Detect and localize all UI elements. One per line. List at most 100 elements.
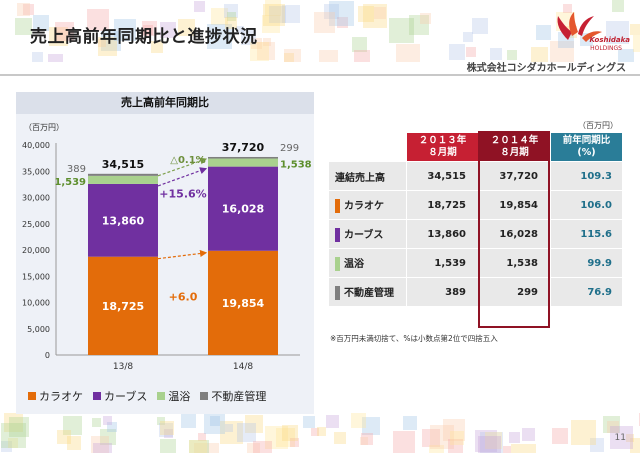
footer-mosaic-decoration (0, 413, 640, 453)
mosaic-tile (262, 15, 280, 33)
bar-segment-realestate (88, 173, 158, 176)
header-divider (0, 74, 640, 76)
table-row: 連結売上高 34,515 37,720 109.3 (328, 161, 623, 191)
page-number: 11 (614, 433, 626, 443)
row-label: 連結売上高 (328, 161, 407, 191)
cell-fy2013: 389 (406, 277, 479, 307)
y-tick-label: 30,000 (22, 194, 50, 203)
cell-fy2014: 19,854 (478, 190, 551, 220)
mosaic-tile (49, 27, 68, 46)
legend-swatch (28, 392, 36, 400)
header-mosaic-decoration (0, 0, 640, 62)
mosaic-tile (8, 438, 18, 448)
legend-swatch (200, 392, 209, 400)
table-row: 不動産管理 389 299 76.9 (328, 277, 623, 307)
mosaic-tile (227, 12, 236, 21)
bar-segment-onsen (88, 175, 158, 184)
mosaic-tile (194, 443, 219, 453)
legend-label: カーブス (104, 390, 148, 403)
mosaic-tile (250, 42, 269, 61)
total-growth-arrow (157, 157, 208, 177)
header-line: ８月期 (500, 147, 529, 158)
mosaic-tile (92, 418, 101, 427)
mosaic-tile (164, 429, 173, 438)
mosaic-tile (33, 15, 49, 31)
mosaic-tile (352, 37, 367, 52)
table-corner (328, 132, 407, 162)
total-label: 34,515 (102, 158, 144, 171)
mosaic-tile (55, 22, 74, 41)
mosaic-tile (143, 25, 153, 35)
mosaic-tile (324, 4, 339, 19)
legend-item-curves: カーブス (93, 388, 147, 404)
mosaic-tile (284, 53, 294, 62)
mosaic-tile (311, 428, 319, 436)
mosaic-tile (48, 54, 63, 62)
mosaic-tile (207, 24, 232, 49)
mosaic-tile (630, 24, 640, 35)
table-row: 温浴 1,539 1,538 99.9 (328, 248, 623, 278)
cell-fy2013-text: 1,539 (434, 257, 466, 269)
row-color-marker (335, 257, 340, 271)
mosaic-tile (507, 50, 517, 60)
bar-segment-karaoke (88, 256, 158, 355)
legend-swatch (157, 392, 166, 400)
bar-segment-curves (208, 166, 278, 251)
row-label-text: カーブス (344, 230, 384, 241)
mosaic-tile (225, 424, 233, 432)
data-label-realestate: 389 (67, 164, 86, 175)
mosaic-tile (337, 17, 348, 28)
mosaic-tile (393, 431, 415, 453)
cell-fy2013: 1,539 (406, 248, 479, 278)
mosaic-tile (618, 49, 634, 62)
mosaic-tile (354, 50, 370, 62)
mosaic-tile (633, 35, 640, 52)
bar-segment-realestate (208, 156, 278, 159)
row-label-text: カラオケ (344, 201, 384, 212)
cell-yoy-text: 109.3 (580, 170, 612, 182)
cell-fy2013: 13,860 (406, 219, 479, 249)
mosaic-tile (409, 15, 429, 35)
mosaic-tile (151, 41, 163, 53)
data-label-onsen: 1,539 (54, 177, 86, 188)
row-label: カーブス (328, 219, 407, 249)
mosaic-tile (478, 436, 501, 453)
footnote: ※百万円未満切捨て、%は小数点第2位で四捨五入 (330, 334, 498, 343)
mosaic-tile (160, 421, 174, 435)
data-label-curves: 13,860 (102, 214, 145, 227)
mosaic-tile (511, 444, 536, 453)
header-line: (%) (577, 147, 596, 158)
y-tick-label: 35,000 (22, 167, 50, 176)
cell-yoy: 115.6 (550, 219, 623, 249)
y-tick-label: 15,000 (22, 272, 50, 281)
mosaic-tile (449, 44, 465, 60)
cell-yoy-text: 99.9 (587, 257, 612, 269)
y-tick-label: 25,000 (22, 220, 50, 229)
legend-item-karaoke: カラオケ (28, 388, 83, 404)
mosaic-tile (282, 5, 300, 23)
total-label: 37,720 (222, 141, 265, 154)
y-tick-label: 10,000 (22, 299, 50, 308)
mosaic-tile (374, 7, 386, 19)
mosaic-tile (236, 26, 244, 34)
header-line: 前年同期比 (562, 135, 611, 146)
mosaic-tile (189, 440, 209, 453)
mosaic-tile (509, 432, 520, 443)
data-label-realestate: 299 (280, 143, 299, 154)
row-label: 温浴 (328, 248, 407, 278)
mosaic-tile (107, 422, 117, 432)
cell-fy2014: 37,720 (478, 161, 551, 191)
mosaic-tile (603, 416, 620, 433)
cell-fy2014-text: 37,720 (499, 170, 538, 182)
data-label-karaoke: 18,725 (102, 300, 144, 313)
data-label-curves: 16,028 (222, 203, 264, 216)
mosaic-tile (420, 13, 431, 24)
cell-yoy-text: 106.0 (580, 199, 612, 211)
mosaic-tile (472, 18, 488, 34)
mosaic-tile (563, 4, 572, 13)
mosaic-tile (480, 432, 503, 453)
y-tick-label: 0 (45, 351, 50, 360)
cell-fy2013-text: 18,725 (427, 199, 466, 211)
cell-yoy: 99.9 (550, 248, 623, 278)
